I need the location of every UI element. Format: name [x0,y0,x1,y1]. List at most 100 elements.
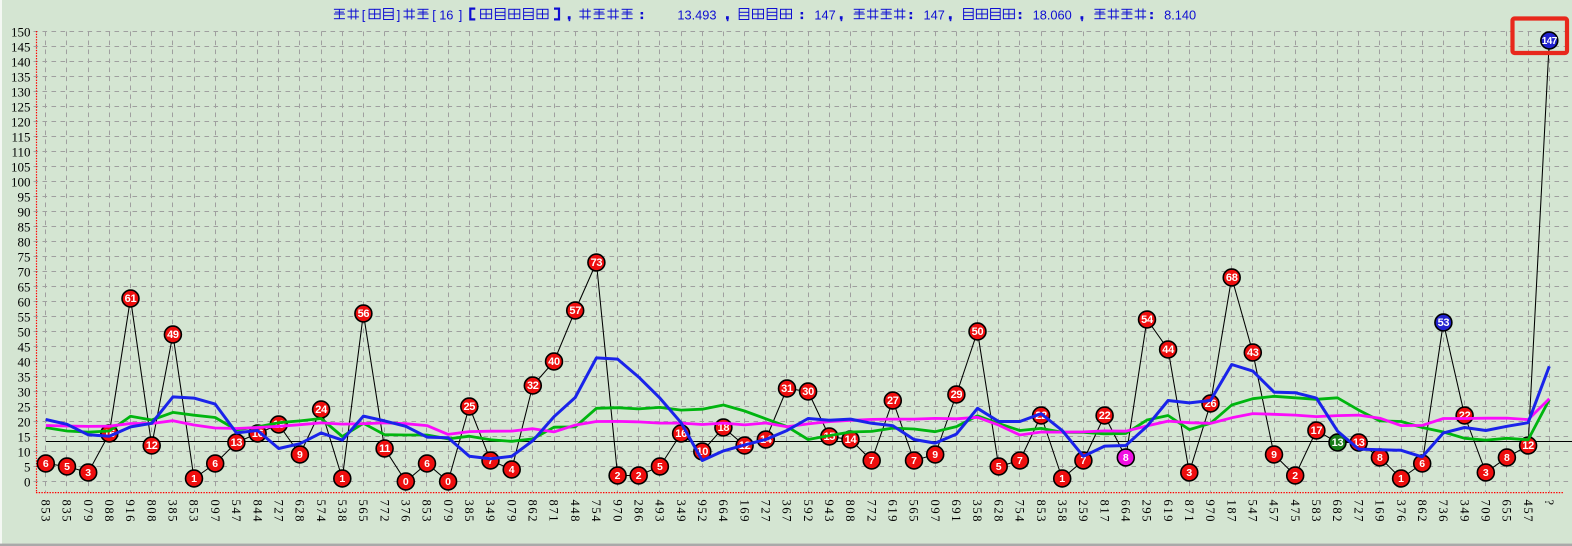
svg-text:619: 619 [1161,500,1175,524]
svg-text:4: 4 [509,464,515,476]
svg-text:68: 68 [1226,272,1238,284]
svg-text:079: 079 [504,500,518,524]
svg-text:3: 3 [1483,467,1489,479]
svg-text:12: 12 [146,440,158,452]
svg-text:376: 376 [399,500,413,524]
svg-text:1: 1 [1398,473,1404,485]
svg-text:385: 385 [166,500,180,524]
svg-text:097: 097 [208,500,222,524]
svg-text:18: 18 [718,422,730,434]
svg-text:44: 44 [1162,344,1175,356]
svg-text:367: 367 [780,500,794,524]
svg-text:[: [ [432,7,436,22]
svg-text:727: 727 [759,500,773,524]
svg-text:[: [ [362,7,366,22]
svg-text:682: 682 [1330,500,1344,524]
svg-text:169: 169 [737,500,751,524]
svg-text:547: 547 [229,500,243,524]
svg-text:55: 55 [18,310,31,325]
svg-text:24: 24 [315,404,328,416]
svg-text:862: 862 [526,500,540,524]
svg-text:25: 25 [18,400,31,415]
svg-text:853: 853 [187,500,201,524]
svg-text:3: 3 [85,467,91,479]
svg-text:709: 709 [1479,500,1493,524]
svg-text:]: ] [459,7,463,22]
svg-text:60: 60 [18,295,31,310]
svg-text:7: 7 [869,455,875,467]
svg-text:50: 50 [18,325,31,340]
svg-text:43: 43 [1247,347,1259,359]
svg-text:358: 358 [1055,500,1069,524]
svg-text:14: 14 [845,434,858,446]
svg-text:147: 147 [924,7,945,22]
svg-text:808: 808 [843,500,857,524]
svg-text:16: 16 [439,7,453,22]
svg-text:40: 40 [548,356,560,368]
svg-text:1: 1 [1059,473,1065,485]
svg-text:22: 22 [1099,410,1111,422]
svg-text:9: 9 [1271,449,1277,461]
svg-text:7: 7 [1080,455,1086,467]
svg-text:?: ? [1542,500,1556,507]
svg-text:8: 8 [1377,452,1383,464]
svg-text:32: 32 [527,380,539,392]
svg-text:628: 628 [991,500,1005,524]
svg-text:6: 6 [424,458,430,470]
svg-text:844: 844 [250,500,264,524]
svg-text:754: 754 [589,500,603,524]
svg-text:6: 6 [43,458,49,470]
svg-text:952: 952 [695,500,709,524]
svg-text:259: 259 [1076,500,1090,524]
svg-text:871: 871 [1182,500,1196,524]
svg-text:30: 30 [18,385,31,400]
svg-text:31: 31 [781,383,793,395]
svg-text:349: 349 [483,500,497,524]
svg-text:110: 110 [11,145,30,160]
svg-text:8: 8 [1504,452,1510,464]
svg-text:916: 916 [123,500,137,524]
svg-text:664: 664 [1119,500,1133,524]
svg-text:691: 691 [949,500,963,524]
svg-text:457: 457 [1521,500,1535,524]
svg-text:25: 25 [463,401,475,413]
svg-text:727: 727 [1351,500,1365,524]
svg-text:457: 457 [1267,500,1281,524]
svg-text:8.140: 8.140 [1164,7,1196,22]
svg-text:18.060: 18.060 [1033,7,1072,22]
svg-text:75: 75 [18,250,31,265]
svg-text:45: 45 [18,340,31,355]
svg-text:13: 13 [1332,437,1344,449]
svg-text:56: 56 [358,308,370,320]
svg-text:145: 145 [11,40,31,55]
svg-text:547: 547 [1246,500,1260,524]
svg-text:574: 574 [314,500,328,524]
svg-text:448: 448 [568,500,582,524]
svg-text:70: 70 [18,265,31,280]
svg-text:295: 295 [1140,500,1154,524]
svg-text:628: 628 [293,500,307,524]
svg-text:80: 80 [18,235,31,250]
svg-text:1: 1 [339,473,345,485]
svg-text:349: 349 [674,500,688,524]
svg-text:349: 349 [1457,500,1471,524]
svg-text:853: 853 [420,500,434,524]
svg-text:0: 0 [445,476,451,488]
svg-text:736: 736 [1436,500,1450,524]
svg-text:187: 187 [1224,500,1238,524]
svg-text:13.493: 13.493 [677,7,716,22]
svg-text:943: 943 [822,500,836,524]
svg-text:13: 13 [231,437,243,449]
svg-text:358: 358 [970,500,984,524]
svg-text:493: 493 [653,500,667,524]
svg-text:583: 583 [1309,500,1323,524]
svg-text:49: 49 [167,329,179,341]
svg-text:5: 5 [64,461,70,473]
svg-text:20: 20 [18,415,31,430]
svg-text:565: 565 [907,500,921,524]
svg-text:655: 655 [1500,500,1514,524]
svg-text:862: 862 [1415,500,1429,524]
svg-text:10: 10 [18,445,31,460]
svg-text:835: 835 [60,500,74,524]
svg-text:385: 385 [462,500,476,524]
